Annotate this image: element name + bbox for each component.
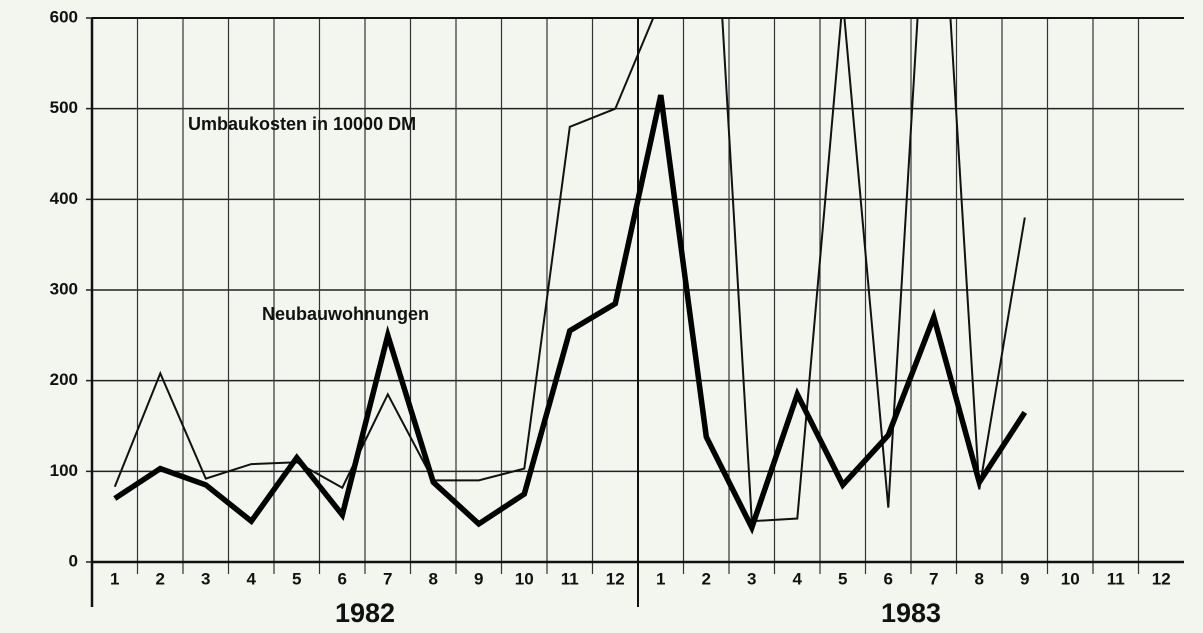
group-label: 1982 (335, 598, 395, 628)
y-tick-label: 100 (50, 461, 78, 480)
y-tick-label: 400 (50, 189, 78, 208)
series-label: Neubauwohnungen (262, 304, 429, 324)
y-tick-label: 600 (50, 7, 78, 26)
x-tick-label: 3 (201, 569, 210, 588)
x-tick-label: 2 (156, 569, 165, 588)
y-tick-label: 500 (50, 98, 78, 117)
x-tick-label: 4 (247, 569, 257, 588)
y-tick-label: 200 (50, 370, 78, 389)
x-tick-label: 5 (292, 569, 301, 588)
x-tick-label: 9 (1020, 569, 1029, 588)
series-line (113, 94, 1028, 535)
series-line (113, 18, 1026, 523)
x-tick-label: 11 (561, 569, 579, 588)
x-tick-label: 10 (1061, 569, 1080, 588)
x-tick-label: 2 (702, 569, 711, 588)
x-tick-label: 7 (383, 569, 392, 588)
x-tick-label: 1 (656, 569, 665, 588)
x-tick-label: 8 (429, 569, 438, 588)
x-tick-label: 11 (1107, 569, 1125, 588)
x-tick-label: 12 (1152, 569, 1171, 588)
group-label: 1983 (881, 598, 941, 628)
x-tick-label: 9 (474, 569, 483, 588)
x-tick-label: 8 (975, 569, 984, 588)
y-tick-label: 300 (50, 279, 78, 298)
x-tick-label: 6 (338, 569, 347, 588)
x-tick-label: 10 (515, 569, 534, 588)
x-tick-label: 7 (929, 569, 938, 588)
x-tick-label: 3 (747, 569, 756, 588)
x-tick-label: 5 (838, 569, 847, 588)
x-tick-label: 6 (884, 569, 893, 588)
series-label: Umbaukosten in 10000 DM (188, 114, 416, 134)
x-tick-label: 1 (110, 569, 119, 588)
x-tick-label: 12 (606, 569, 625, 588)
y-tick-label: 0 (69, 551, 78, 570)
plot-area (113, 18, 1028, 535)
grid (86, 17, 1184, 607)
x-tick-label: 4 (793, 569, 803, 588)
